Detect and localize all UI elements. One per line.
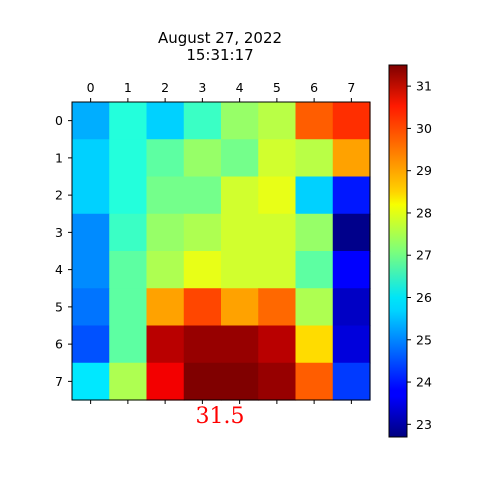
chart-title: August 27, 2022 <box>157 29 283 47</box>
heatmap-cell <box>332 176 371 215</box>
heatmap-cell <box>72 288 110 327</box>
colorbar: 23 24 25 26 27 28 29 30 31 <box>388 64 432 438</box>
value-readout: 31.5 <box>195 404 245 429</box>
heatmap-cell <box>183 102 222 140</box>
heatmap-cell <box>221 325 259 364</box>
heatmap-cell <box>72 102 110 140</box>
heatmap-cell <box>146 139 185 178</box>
heatmap-cell <box>109 362 148 401</box>
heatmap-cell <box>258 139 297 178</box>
heatmap-cell <box>258 325 297 364</box>
heatmap-cell <box>295 251 334 289</box>
heatmap-cell <box>221 288 259 327</box>
heatmap-cell <box>72 213 110 252</box>
colorbar-tick-label: 24 <box>416 375 432 390</box>
heatmap-cell <box>221 176 259 215</box>
colorbar-gradient <box>388 64 408 438</box>
y-tick-label: 5 <box>55 299 63 314</box>
heatmap-cell <box>146 102 185 140</box>
heatmap-cell <box>72 139 110 178</box>
heatmap-cell <box>109 139 148 178</box>
heatmap-cell <box>332 362 371 401</box>
colorbar-tick-label: 27 <box>416 248 432 263</box>
heatmap-cell <box>72 362 110 401</box>
colorbar-tick-label: 29 <box>416 163 432 178</box>
x-tick-label: 5 <box>273 80 281 95</box>
heatmap-cell <box>332 139 371 178</box>
heatmap-cell <box>183 325 222 364</box>
heatmap-cell <box>109 325 148 364</box>
heatmap-cell <box>295 213 334 252</box>
heatmap-cell <box>146 251 185 289</box>
heatmap-cell <box>221 102 259 140</box>
x-tick-label: 4 <box>236 80 244 95</box>
heatmap-cell <box>332 102 371 140</box>
x-tick-label: 1 <box>124 80 132 95</box>
heatmap-cell <box>295 362 334 401</box>
heatmap-cell <box>332 251 371 289</box>
heatmap-cell <box>295 102 334 140</box>
colorbar-tick-label: 28 <box>416 205 432 220</box>
heatmap-cell <box>109 176 148 215</box>
x-tick-label: 6 <box>310 80 318 95</box>
heatmap-cell <box>146 213 185 252</box>
heatmap-cell <box>183 176 222 215</box>
heatmap-cell <box>221 251 259 289</box>
x-tick-label: 2 <box>161 80 169 95</box>
heatmap-cell <box>221 213 259 252</box>
heatmap-cell <box>146 362 185 401</box>
heatmap-cell <box>146 288 185 327</box>
heatmap-cell <box>72 251 110 289</box>
x-tick-label: 3 <box>198 80 206 95</box>
heatmap-cell <box>258 362 297 401</box>
heatmap-cell <box>332 325 371 364</box>
heatmap-cell <box>183 139 222 178</box>
x-tick-label: 7 <box>347 80 355 95</box>
colorbar-tick-label: 31 <box>416 79 432 94</box>
colorbar-tick-label: 23 <box>416 417 432 432</box>
heatmap-axes: 0 1 2 3 4 5 6 7 0 1 2 3 4 5 6 7 <box>55 80 371 404</box>
heatmap-cell <box>183 288 222 327</box>
y-tick-label: 3 <box>55 225 63 240</box>
heatmap-cell <box>109 213 148 252</box>
heatmap-cells <box>72 102 371 401</box>
heatmap-cell <box>72 176 110 215</box>
heatmap-cell <box>295 325 334 364</box>
colorbar-tick-label: 26 <box>416 290 432 305</box>
heatmap-cell <box>72 325 110 364</box>
heatmap-cell <box>183 213 222 252</box>
colorbar-tick-label: 25 <box>416 332 432 347</box>
heatmap-cell <box>258 288 297 327</box>
y-tick-label: 0 <box>55 113 63 128</box>
heatmap-cell <box>146 176 185 215</box>
heatmap-cell <box>332 213 371 252</box>
heatmap-cell <box>183 362 222 401</box>
heatmap-cell <box>295 288 334 327</box>
heatmap-cell <box>295 176 334 215</box>
heatmap-cell <box>221 139 259 178</box>
y-tick-label: 1 <box>55 150 63 165</box>
heatmap-cell <box>183 251 222 289</box>
heatmap-cell <box>258 102 297 140</box>
heatmap-cell <box>109 251 148 289</box>
heatmap-cell <box>146 325 185 364</box>
heatmap-cell <box>109 102 148 140</box>
heatmap-cell <box>258 213 297 252</box>
heatmap-cell <box>332 288 371 327</box>
y-tick-label: 7 <box>55 374 63 389</box>
heatmap-cell <box>295 139 334 178</box>
plot-frame <box>71 101 371 401</box>
y-tick-label: 4 <box>55 262 63 277</box>
heatmap-cell <box>258 176 297 215</box>
y-tick-label: 6 <box>55 337 63 352</box>
heatmap-cell <box>109 288 148 327</box>
chart-subtitle: 15:31:17 <box>186 46 254 64</box>
heatmap-cell <box>221 362 259 401</box>
x-tick-label: 0 <box>87 80 95 95</box>
colorbar-tick-label: 30 <box>416 121 432 136</box>
y-tick-label: 2 <box>55 188 63 203</box>
heatmap-cell <box>258 251 297 289</box>
